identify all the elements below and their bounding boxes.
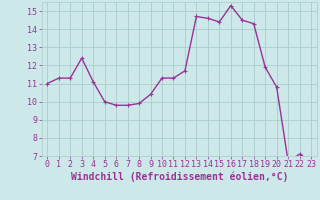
X-axis label: Windchill (Refroidissement éolien,°C): Windchill (Refroidissement éolien,°C): [70, 172, 288, 182]
